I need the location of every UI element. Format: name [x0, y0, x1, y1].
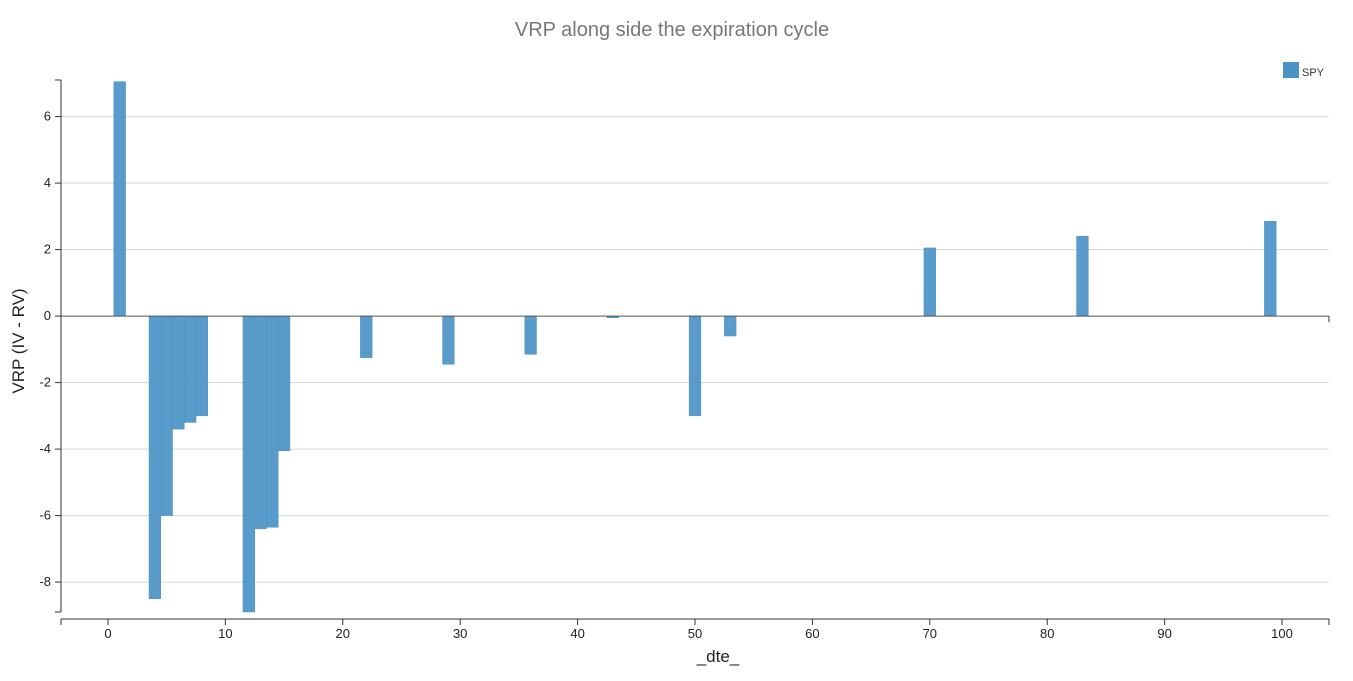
bar: [360, 315, 373, 358]
x-tick-label: 50: [688, 626, 702, 641]
bar: [688, 315, 702, 417]
x-tick-label: 30: [453, 626, 467, 641]
bar: [148, 315, 162, 599]
y-tick-label: 6: [44, 109, 51, 124]
x-tick-label: 60: [805, 626, 819, 641]
bar: [923, 247, 936, 317]
x-tick-label: 80: [1040, 626, 1054, 641]
x-tick-label: 20: [336, 626, 350, 641]
bar: [524, 315, 537, 355]
y-tick-label: 0: [44, 308, 51, 323]
x-tick-label: 70: [923, 626, 937, 641]
bar: [242, 315, 255, 613]
bar: [172, 315, 185, 430]
y-tick-label: 2: [44, 242, 51, 257]
legend-label-spy: SPY: [1302, 67, 1325, 79]
x-tick-label: 100: [1271, 626, 1293, 641]
x-tick-label: 90: [1157, 626, 1171, 641]
chart-title: VRP along side the expiration cycle: [515, 19, 829, 41]
bar: [277, 315, 291, 451]
y-axis-label: VRP (IV - RV): [9, 288, 28, 393]
bar: [160, 315, 173, 516]
legend: SPY: [1283, 62, 1325, 79]
bar: [113, 81, 126, 317]
bar: [442, 315, 455, 365]
y-tick-label: 4: [44, 175, 51, 190]
y-tick-label: -6: [39, 508, 51, 523]
bar: [254, 315, 267, 530]
x-tick-label: 40: [570, 626, 584, 641]
bar: [724, 315, 737, 337]
y-tick-label: -2: [39, 375, 51, 390]
x-axis-label: _dte_: [696, 647, 740, 666]
x-tick-label: 0: [104, 626, 111, 641]
y-tick-label: -8: [39, 574, 51, 589]
bars: [113, 81, 1277, 613]
x-ticks: 0 10 20 30 40 50 60 70 80 90 100: [104, 619, 1293, 641]
x-tick-label: 10: [218, 626, 232, 641]
bar: [1076, 236, 1089, 317]
bar: [1264, 221, 1277, 317]
bar: [184, 315, 197, 423]
y-ticks: -8 -6 -4 -2 0 2 4 6: [39, 109, 61, 589]
y-tick-label: -4: [39, 441, 51, 456]
bar: [266, 315, 279, 528]
legend-swatch-spy: [1283, 62, 1299, 78]
bar: [195, 315, 209, 417]
